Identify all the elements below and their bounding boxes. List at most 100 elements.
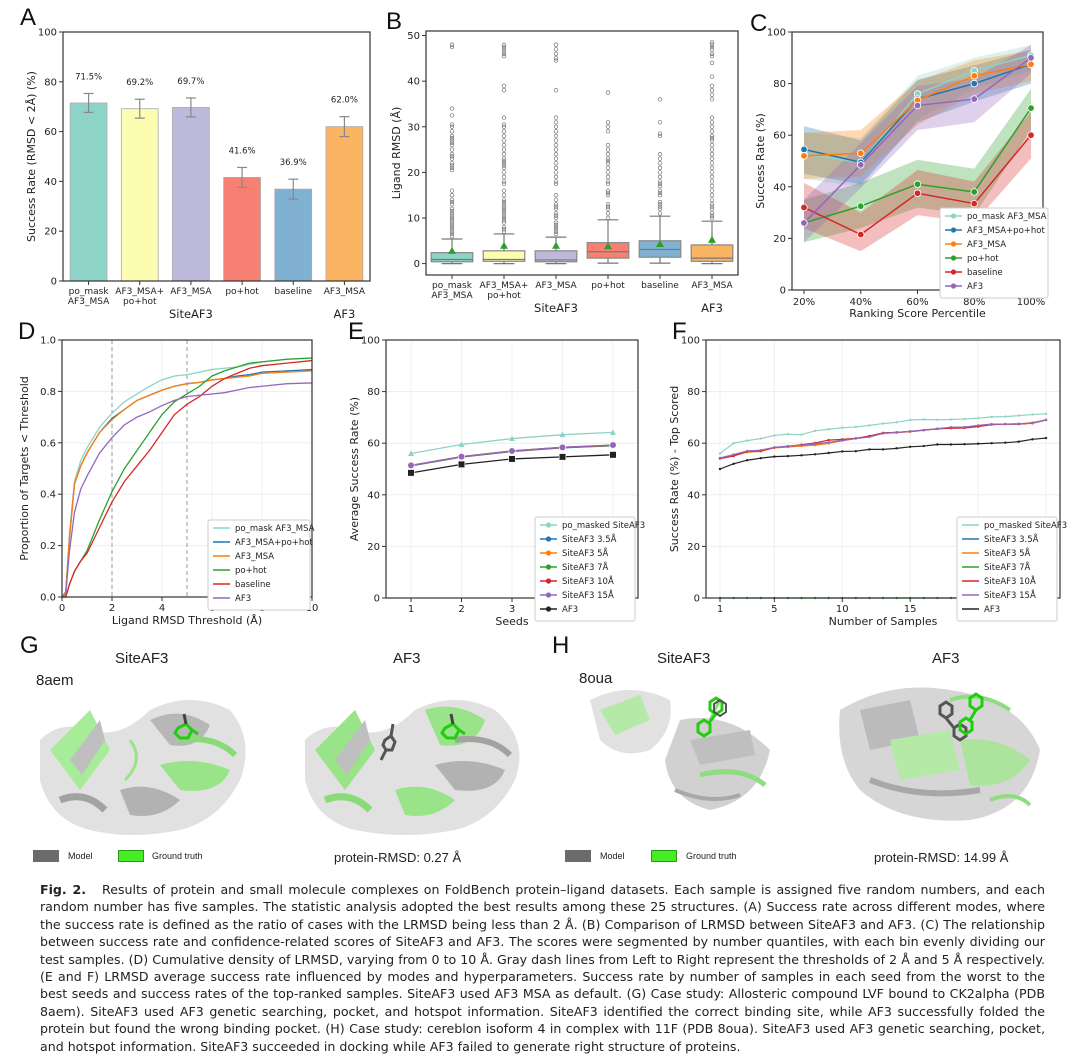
d-series-line: [61, 382, 313, 598]
b-outlier: [449, 231, 455, 237]
chart-f-samples-success: 0 20 40 60 80 100 Success Rate (%) - Top Score…: [668, 336, 1067, 629]
b-outlier: [501, 53, 507, 59]
panel-letter-a: A: [20, 4, 37, 31]
b-outlier: [449, 220, 455, 225]
f-ytick-label: 80: [687, 387, 700, 398]
c-ci-band: [804, 44, 1031, 243]
e-data-point: [559, 431, 566, 438]
b-outlier: [501, 227, 507, 232]
c-data-point: [800, 203, 808, 212]
f-data-point: [990, 442, 993, 445]
g-siteaf3-ligand: [173, 713, 199, 740]
e-legend-marker: [545, 536, 552, 542]
b-outlier: [605, 129, 611, 134]
b-outlier: [501, 158, 507, 164]
b-outlier: [657, 183, 663, 189]
e-data-point: [609, 441, 617, 449]
f-data-point: [786, 432, 790, 436]
f-ytick-label: 60: [687, 439, 700, 450]
b-outlier: [709, 88, 715, 93]
b-ylabel: Ligand RMSD (Å): [390, 107, 403, 200]
g-model-swatch: [33, 850, 59, 862]
b-outlier: [605, 124, 611, 129]
b-outlier: [553, 133, 559, 139]
d-legend-label: baseline: [235, 580, 271, 590]
c-xtick-label: 60%: [906, 297, 928, 308]
e-data-point: [457, 453, 466, 461]
b-outlier: [501, 197, 507, 202]
f-ytick-label: 40: [687, 490, 700, 501]
b-outlier: [449, 122, 455, 127]
f-data-point: [936, 427, 939, 430]
f-data-point: [745, 439, 749, 442]
a-data-label: 69.2%: [126, 78, 153, 88]
b-outlier: [553, 120, 559, 125]
b-ytick-label: 50: [407, 31, 420, 42]
chart-c-ranking-score-lines: 0 20 40 60 80 100 Success Rate (%) 20% 40% 60% 80%…: [754, 28, 1049, 320]
e-data-point: [457, 460, 466, 468]
g-af3-structure-image: [305, 700, 520, 835]
b-outlier: [449, 156, 455, 161]
d-axes-frame: [61, 339, 313, 598]
c-legend-label: baseline: [967, 268, 1003, 278]
f-data-point: [732, 453, 735, 456]
e-legend-label: SiteAF3 3.5Å: [562, 533, 617, 545]
f-data-point: [813, 442, 817, 445]
f-data-point: [773, 446, 776, 449]
f-data-point: [732, 442, 735, 445]
b-box: [534, 250, 578, 263]
e-legend-label: SiteAF3 10Å: [562, 575, 614, 587]
f-data-point: [1017, 440, 1021, 443]
f-xtick-label: 1: [717, 604, 723, 615]
f-data-point: [1044, 412, 1048, 415]
b-outlier: [709, 133, 715, 139]
b-outlier: [709, 60, 715, 66]
f-data-point: [908, 445, 912, 449]
f-data-point: [813, 453, 817, 456]
e-legend-marker: [545, 522, 552, 528]
b-outlier: [553, 181, 559, 186]
f-data-point: [990, 415, 993, 419]
e-data-point: [407, 469, 415, 477]
f-xtick-label: 5: [771, 604, 777, 615]
b-mean-marker: [552, 241, 560, 249]
h-left-title: SiteAF3: [657, 650, 711, 667]
c-xtick-label: 20%: [793, 297, 815, 308]
f-legend-label: SiteAF3 7Å: [984, 561, 1031, 573]
c-legend-label: AF3_MSA: [967, 240, 1006, 250]
f-data-point: [786, 444, 790, 448]
b-outlier: [605, 190, 611, 196]
d-xtick-label: 2: [109, 603, 115, 614]
h-model-swatch: [565, 850, 591, 862]
b-outlier: [605, 161, 611, 166]
e-legend-label: SiteAF3 5Å: [562, 547, 609, 559]
b-outlier: [501, 122, 507, 127]
h-af3-structure-image: [839, 687, 1040, 821]
c-data-point: [857, 202, 865, 210]
g-model-label: Model: [68, 851, 93, 861]
b-mean-marker: [708, 235, 716, 243]
b-outlier: [709, 202, 715, 207]
d-xlabel: Ligand RMSD Threshold (Å): [112, 614, 262, 627]
b-mean-marker: [448, 246, 456, 254]
b-outlier: [501, 181, 507, 186]
f-data-point: [786, 454, 790, 458]
b-outlier: [605, 193, 611, 198]
b-outlier: [449, 147, 455, 152]
b-outlier: [553, 202, 559, 207]
a-data-label: 71.5%: [75, 73, 102, 83]
f-legend-label: po_masked SiteAF3: [984, 521, 1067, 531]
f-data-point: [908, 430, 912, 433]
b-outlier: [605, 179, 611, 184]
b-outlier: [449, 202, 455, 207]
c-legend-box: [939, 207, 1049, 299]
h-siteaf3-ligand: [696, 696, 724, 738]
d-legend-label: AF3_MSA+po+hot: [235, 538, 313, 548]
b-outlier: [501, 133, 507, 139]
b-mean-marker: [656, 239, 664, 247]
b-outlier: [657, 202, 663, 207]
b-outlier: [501, 88, 507, 93]
g-siteaf3-structure-image: [40, 700, 246, 835]
panel-letter-h: H: [552, 632, 570, 659]
b-outlier: [605, 165, 611, 170]
